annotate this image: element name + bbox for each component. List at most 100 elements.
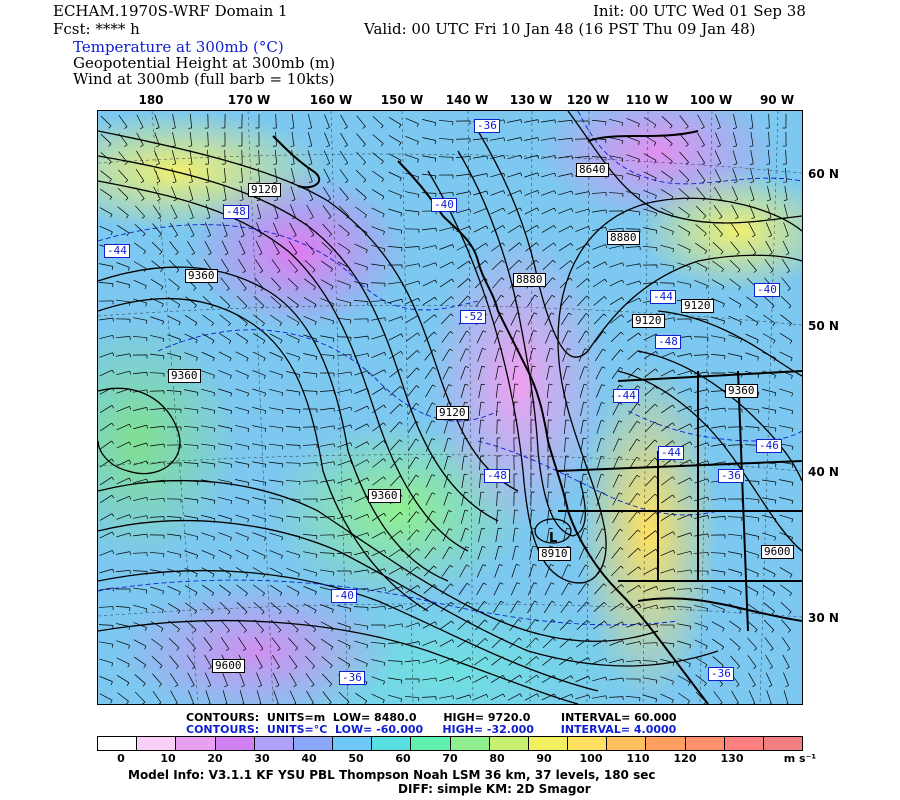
wind-barb: [610, 314, 624, 324]
wind-barb: [779, 351, 793, 362]
temperature-label: -52: [460, 310, 486, 324]
wind-barb: [507, 119, 522, 124]
wind-barb: [421, 192, 437, 197]
wind-barb: [645, 439, 658, 451]
wind-barb: [100, 188, 113, 201]
wind-barb: [694, 442, 710, 448]
wind-barb: [783, 690, 789, 704]
wind-barb: [456, 657, 472, 665]
height-label: 9120: [436, 406, 469, 420]
wind-barb: [547, 473, 552, 489]
wind-barb: [99, 641, 114, 648]
wind-barb: [695, 224, 707, 237]
wind-barb: [308, 114, 312, 129]
wind-barb: [781, 619, 791, 633]
wind-barb: [576, 278, 590, 288]
wind-barb: [287, 602, 300, 615]
wind-barb: [678, 169, 690, 183]
wind-barb: [473, 225, 489, 233]
wind-barb: [169, 672, 179, 688]
wind-barb: [371, 587, 386, 591]
wind-barb: [405, 209, 420, 216]
wind-barb: [116, 406, 132, 412]
wind-barb: [660, 512, 676, 522]
wind-barb: [149, 516, 165, 521]
wind-barb: [201, 567, 215, 578]
wind-barb: [660, 693, 674, 704]
wind-barb: [694, 406, 710, 412]
wind-barb: [710, 534, 726, 539]
wind-barb: [116, 569, 131, 574]
wind-barb: [118, 115, 128, 130]
wind-barb: [727, 444, 743, 449]
wind-barb: [745, 315, 759, 326]
wind-barb: [150, 425, 165, 430]
lon-label: 120 W: [566, 93, 610, 107]
wind-barb: [340, 132, 348, 148]
wind-barb: [530, 437, 535, 453]
wind-barb: [99, 352, 115, 358]
temperature-label: -46: [756, 439, 782, 453]
wind-speed-colorbar: [97, 736, 803, 751]
wind-barb: [644, 421, 658, 433]
wind-barb: [608, 696, 624, 701]
wind-barb: [405, 263, 420, 268]
wind-barb: [592, 261, 608, 269]
wind-barb: [541, 119, 556, 124]
wind-barb: [715, 114, 721, 130]
wind-barb: [511, 347, 520, 362]
wind-barb: [201, 370, 215, 379]
wind-barb: [337, 371, 352, 376]
wind-barb: [441, 583, 454, 595]
wind-barb: [626, 695, 641, 702]
wind-barb: [389, 403, 403, 415]
wind-barb: [677, 262, 691, 271]
wind-barb: [222, 186, 227, 201]
lon-label: 100 W: [689, 93, 733, 107]
wind-barb: [677, 281, 692, 288]
wind-barb: [116, 640, 130, 649]
wind-barb: [643, 604, 659, 610]
wind-barb: [541, 155, 556, 159]
wind-barb: [100, 152, 112, 165]
wind-barb: [407, 493, 420, 505]
wind-barb: [354, 243, 368, 254]
wind-barb: [256, 672, 262, 688]
wind-barb: [371, 531, 387, 539]
wind-barb: [763, 296, 775, 309]
wind-barb: [252, 497, 267, 505]
wind-barb: [252, 461, 267, 468]
wind-barb: [235, 496, 250, 505]
wind-barb: [184, 389, 199, 396]
wind-barb: [608, 210, 624, 215]
wind-barb: [544, 582, 555, 596]
wind-barb: [319, 390, 335, 395]
wind-barb: [527, 600, 538, 614]
wind-barb: [443, 473, 452, 488]
wind-barb: [507, 207, 523, 215]
wind-barb: [780, 295, 792, 309]
wind-barb: [575, 675, 591, 683]
wind-barb: [766, 168, 771, 183]
wind-barb: [271, 277, 281, 291]
wind-barb: [474, 638, 488, 648]
wind-barb: [323, 168, 331, 184]
wind-barb: [255, 654, 263, 670]
wind-barb: [271, 259, 281, 274]
wind-barb: [442, 528, 453, 542]
wind-barb: [136, 132, 144, 148]
wind-barb: [388, 350, 404, 360]
wind-barb: [118, 133, 128, 147]
wind-barb: [512, 545, 520, 560]
wind-barb: [219, 314, 231, 327]
wind-barb: [388, 585, 404, 593]
wind-barb: [354, 513, 370, 521]
wind-barb: [370, 300, 386, 304]
wind-barb: [218, 479, 233, 486]
wind-barb: [204, 131, 209, 147]
wind-barb: [677, 623, 692, 630]
wind-barb: [117, 206, 129, 219]
wind-barb: [150, 297, 164, 308]
wind-barb: [354, 388, 370, 394]
wind-barb: [371, 244, 386, 253]
